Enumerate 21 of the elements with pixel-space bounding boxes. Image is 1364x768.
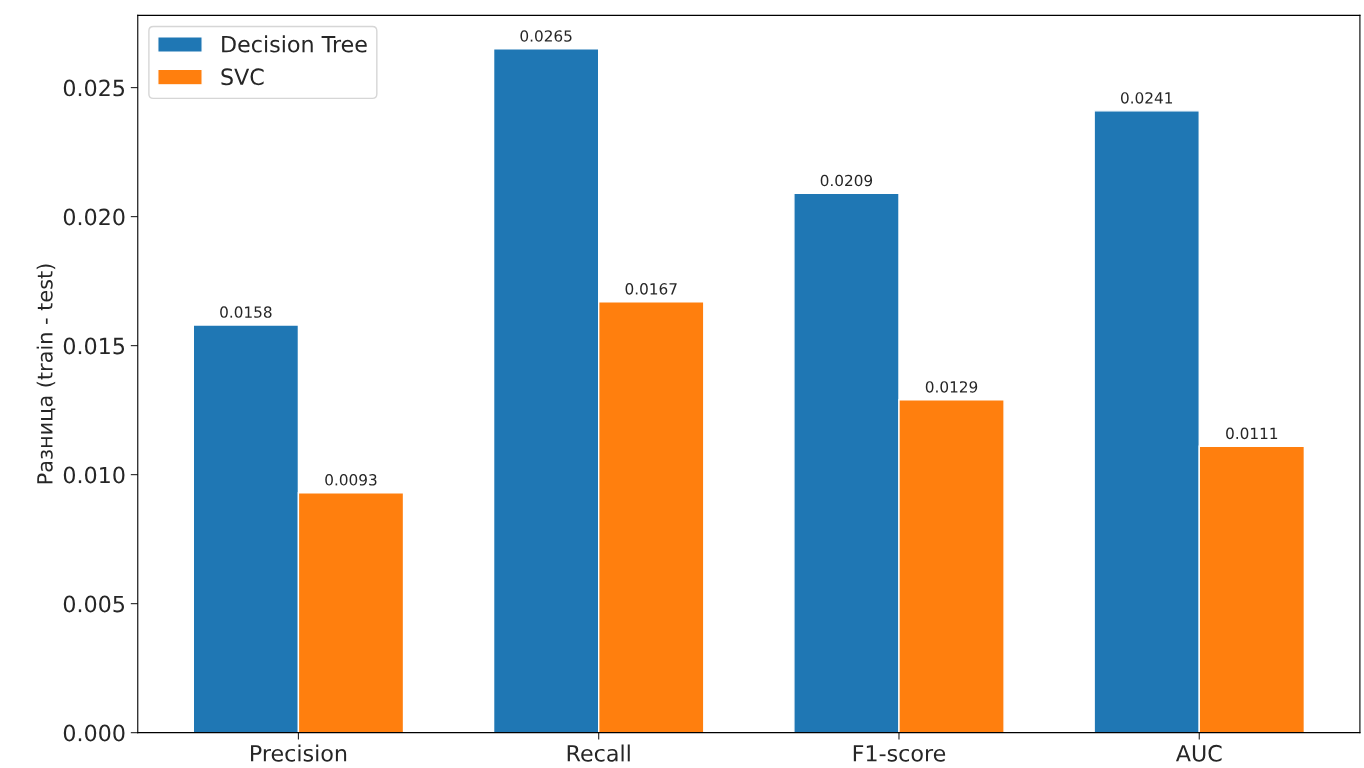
data-label: 0.0111 — [1226, 427, 1278, 440]
x-tick-label: AUC — [1175, 744, 1222, 762]
text: 0.005 — [63, 595, 125, 613]
data-label: 0.0209 — [820, 174, 873, 187]
y-axis-title: Разница (train - test) — [36, 264, 56, 484]
text: 0.000 — [63, 724, 125, 742]
data-label: 0.0093 — [325, 474, 377, 486]
data-label: 0.0158 — [220, 306, 272, 318]
text: 0.015 — [63, 337, 125, 355]
legend-label: SVC — [221, 68, 264, 86]
x-tick-label: Recall — [567, 744, 630, 762]
data-label: 0.0241 — [1120, 92, 1173, 104]
data-label: 0.0265 — [520, 30, 572, 42]
data-label: 0.0129 — [925, 381, 978, 393]
text: 0.025 — [63, 79, 125, 97]
legend-label: Decision Tree — [222, 35, 367, 53]
x-tick-label: Precision — [251, 744, 347, 762]
x-tick-label: F1-score — [853, 745, 946, 762]
data-label: 0.0167 — [625, 283, 677, 295]
text: 0.010 — [63, 466, 125, 484]
text: 0.020 — [63, 208, 125, 226]
